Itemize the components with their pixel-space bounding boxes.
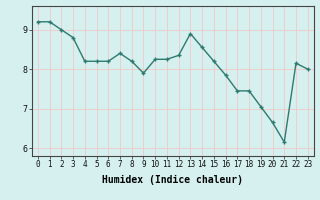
X-axis label: Humidex (Indice chaleur): Humidex (Indice chaleur): [102, 175, 243, 185]
